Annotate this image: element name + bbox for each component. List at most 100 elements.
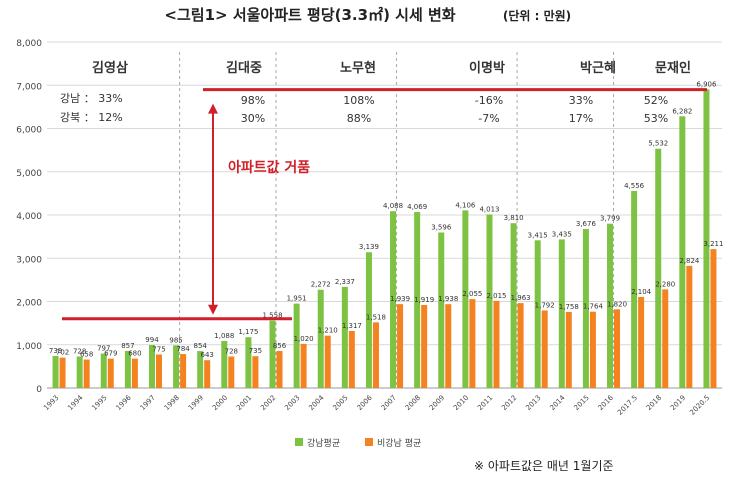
bar-non-gangnam (421, 305, 428, 388)
value-label-non-gangnam: 1,820 (607, 300, 627, 308)
bar-gangnam (558, 239, 565, 388)
value-label-gangnam: 857 (121, 342, 134, 350)
value-label-non-gangnam: 658 (80, 351, 93, 359)
bar-gangnam (390, 211, 397, 388)
admin-gangbuk-change: 53% (644, 112, 668, 125)
bar-gangnam (679, 116, 686, 388)
bar-gangnam (197, 351, 204, 388)
bar-non-gangnam (204, 360, 211, 388)
y-tick-label: 2,000 (16, 299, 42, 309)
value-label-gangnam: 4,013 (479, 205, 499, 213)
bar-gangnam (462, 210, 469, 388)
bar-gangnam (510, 223, 517, 388)
value-label-non-gangnam: 1,939 (390, 295, 410, 303)
bar-gangnam (245, 337, 252, 388)
value-label-gangnam: 994 (145, 336, 159, 344)
value-label-non-gangnam: 679 (104, 350, 117, 358)
bar-gangnam (631, 190, 638, 388)
admin-gangbuk-change: 88% (347, 112, 371, 125)
bar-gangnam (76, 356, 83, 388)
bar-gangnam (703, 89, 710, 389)
bubble-arrow-head-down (208, 304, 218, 315)
bar-gangnam (269, 320, 276, 388)
value-label-gangnam: 1,088 (214, 332, 234, 340)
y-tick-label: 8,000 (16, 39, 42, 49)
bar-non-gangnam (662, 289, 669, 388)
reference-lines (62, 88, 707, 321)
value-label-non-gangnam: 1,764 (583, 303, 604, 311)
value-label-non-gangnam: 2,104 (631, 288, 652, 296)
value-label-gangnam: 3,799 (600, 215, 620, 223)
bar-non-gangnam (565, 311, 572, 388)
row-label-gangnam: 강남 ： 33% (60, 92, 123, 105)
bar-gangnam (124, 350, 131, 388)
bar-non-gangnam (252, 356, 259, 388)
bar-gangnam (341, 286, 348, 388)
value-label-non-gangnam: 1,020 (294, 335, 314, 343)
value-label-non-gangnam: 1,792 (535, 301, 555, 309)
value-label-gangnam: 1,558 (262, 312, 282, 320)
value-label-gangnam: 854 (194, 342, 208, 350)
value-label-gangnam: 1,175 (238, 328, 258, 336)
value-label-gangnam: 4,556 (624, 182, 645, 190)
value-label-non-gangnam: 735 (249, 347, 262, 355)
unit-note: (단위 : 만원) (503, 8, 571, 23)
bar-gangnam (100, 353, 107, 388)
value-label-non-gangnam: 643 (201, 351, 214, 359)
admin-gangbuk-change: 17% (569, 112, 593, 125)
bar-gangnam (414, 212, 421, 388)
value-label-non-gangnam: 3,211 (703, 240, 723, 248)
value-label-gangnam: 3,810 (504, 214, 524, 222)
value-label-non-gangnam: 1,758 (559, 303, 579, 311)
bar-non-gangnam (131, 358, 138, 388)
value-label-gangnam: 3,676 (576, 220, 597, 228)
y-tick-label: 4,000 (16, 212, 42, 222)
row-label-gangbuk: 강북 ： 12% (60, 111, 123, 124)
bar-non-gangnam (589, 311, 596, 388)
value-label-non-gangnam: 1,938 (438, 295, 458, 303)
admin-gangnam-change: 33% (569, 94, 593, 107)
bar-non-gangnam (300, 343, 307, 388)
footnote: ※ 아파트값은 매년 1월기준 (474, 459, 614, 473)
value-label-gangnam: 3,596 (431, 223, 452, 231)
bar-gangnam (173, 345, 180, 388)
legend: 강남평균 비강남 평균 (295, 438, 421, 449)
value-label-gangnam: 3,415 (528, 231, 548, 239)
y-tick-label: 3,000 (16, 255, 42, 265)
bar-gangnam (148, 345, 155, 388)
value-label-non-gangnam: 856 (273, 342, 287, 350)
administration-panels: 김영삼 김대중 노무현 이명박 박근혜 문재인 강남 ： 33% 강북 ： 12… (60, 60, 691, 125)
admin-gangbuk-change: -7% (478, 112, 499, 125)
bar-gangnam (534, 240, 541, 388)
admin-gangnam-change: -16% (475, 94, 503, 107)
value-label-gangnam: 728 (73, 348, 86, 356)
value-label-non-gangnam: 702 (56, 349, 69, 357)
value-label-non-gangnam: 2,055 (462, 290, 482, 298)
bar-gangnam (438, 232, 445, 388)
value-label-non-gangnam: 775 (152, 345, 165, 353)
bar-non-gangnam (614, 309, 621, 388)
value-label-gangnam: 3,139 (359, 243, 379, 251)
value-label-gangnam: 739 (49, 347, 62, 355)
bar-non-gangnam (348, 331, 355, 388)
legend-label-non-gangnam: 비강남 평균 (377, 438, 421, 449)
value-label-gangnam: 2,272 (311, 281, 331, 289)
admin-gangnam-change: 98% (241, 94, 265, 107)
value-label-non-gangnam: 1,963 (511, 294, 531, 302)
chart-title: <그림1> 서울아파트 평당(3.3㎡) 시세 변화 (164, 6, 455, 24)
bar-non-gangnam (276, 350, 283, 388)
value-label-gangnam: 2,337 (335, 278, 355, 286)
admin-name: 김영삼 (92, 60, 128, 76)
value-label-gangnam: 985 (169, 336, 182, 344)
admin-name: 문재인 (655, 60, 691, 76)
y-tick-label: 1,000 (16, 342, 42, 352)
value-label-non-gangnam: 680 (128, 350, 141, 358)
y-tick-label: 7,000 (16, 82, 42, 92)
value-label-non-gangnam: 1,210 (318, 327, 338, 335)
bar-non-gangnam (541, 310, 548, 388)
bar-non-gangnam (228, 356, 235, 388)
bar-non-gangnam (517, 303, 524, 388)
bar-gangnam (221, 340, 228, 388)
